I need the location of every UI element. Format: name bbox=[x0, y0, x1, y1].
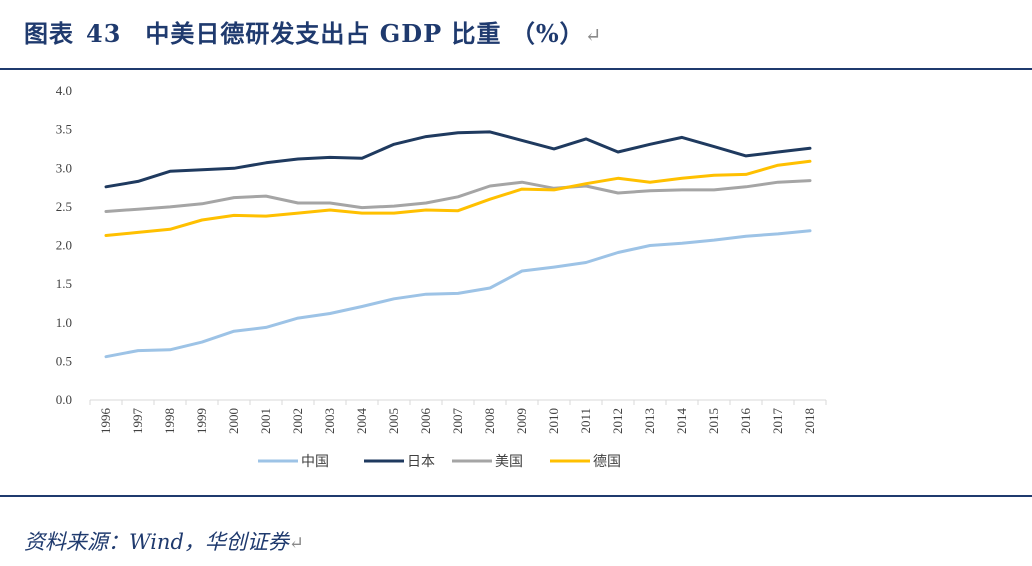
x-tick-label: 2018 bbox=[802, 408, 817, 434]
x-tick-label: 2003 bbox=[322, 408, 337, 434]
x-tick-label: 2015 bbox=[706, 408, 721, 434]
x-axis: 1996 1997 1998 1999 2000 2001 2002 2003 2004 2005… bbox=[89, 399, 827, 435]
y-axis: 0.0 0.5 1.0 1.5 2.0 2.5 3.0 3.5 4.0 bbox=[56, 83, 72, 407]
legend-label: 美国 bbox=[495, 454, 523, 470]
series-line-德国 bbox=[104, 159, 812, 237]
legend-label: 中国 bbox=[301, 454, 329, 470]
x-tick-label: 1997 bbox=[130, 408, 145, 435]
x-tick-label: 2006 bbox=[418, 408, 433, 435]
x-tick-label: 2007 bbox=[450, 408, 465, 435]
x-tick-label: 2017 bbox=[770, 408, 785, 435]
x-tick-label: 2016 bbox=[738, 408, 753, 435]
y-tick-label: 4.0 bbox=[56, 83, 72, 98]
y-tick-label: 1.0 bbox=[56, 315, 72, 330]
series-layer bbox=[104, 130, 812, 359]
y-tick-label: 2.5 bbox=[56, 199, 72, 214]
figure-label: 图表 bbox=[24, 19, 74, 48]
x-tick-label: 2012 bbox=[610, 408, 625, 434]
figure-number: 43 bbox=[86, 19, 122, 48]
x-tick-label: 2002 bbox=[290, 408, 305, 434]
x-tick-label: 1999 bbox=[194, 408, 209, 434]
legend: 中国 日本 美国 德国 bbox=[258, 454, 621, 470]
y-tick-label: 0.5 bbox=[56, 353, 72, 368]
y-tick-label: 3.5 bbox=[56, 122, 72, 137]
x-tick-label: 2008 bbox=[482, 408, 497, 434]
x-tick-label: 2000 bbox=[226, 408, 241, 434]
figure-title: 图表 43 中美日德研发支出占 GDP 比重 （%）↵ bbox=[24, 14, 602, 49]
y-tick-label: 0.0 bbox=[56, 392, 72, 407]
source-note: 资料来源：Wind，华创证券↵ bbox=[24, 526, 304, 556]
x-tick-label: 2001 bbox=[258, 408, 273, 434]
y-tick-label: 1.5 bbox=[56, 276, 72, 291]
line-chart: 0.0 0.5 1.0 1.5 2.0 2.5 3.0 3.5 4.0 1996 1997 1998… bbox=[56, 83, 827, 470]
x-tick-label: 2014 bbox=[674, 408, 689, 435]
series-line-日本 bbox=[104, 130, 812, 189]
top-divider bbox=[0, 68, 1032, 70]
x-tick-label: 1996 bbox=[98, 408, 113, 435]
series-line-美国 bbox=[104, 179, 812, 213]
source-text: 资料来源：Wind，华创证券 bbox=[24, 530, 289, 554]
x-tick-label: 2004 bbox=[354, 408, 369, 435]
x-tick-label: 2013 bbox=[642, 408, 657, 434]
x-tick-label: 2005 bbox=[386, 408, 401, 434]
x-tick-label: 2010 bbox=[546, 408, 561, 434]
x-tick-label: 2009 bbox=[514, 408, 529, 434]
return-mark-icon: ↵ bbox=[584, 23, 603, 47]
bottom-divider bbox=[0, 495, 1032, 497]
figure-title-text: 中美日德研发支出占 GDP 比重 （%） bbox=[145, 19, 585, 48]
y-tick-label: 2.0 bbox=[56, 238, 72, 253]
return-mark-icon: ↵ bbox=[288, 533, 304, 554]
legend-label: 日本 bbox=[407, 454, 435, 470]
title-bar: 图表 43 中美日德研发支出占 GDP 比重 （%）↵ bbox=[0, 0, 1032, 66]
x-tick-label: 1998 bbox=[162, 408, 177, 434]
series-line-中国 bbox=[104, 229, 812, 359]
y-tick-label: 3.0 bbox=[56, 160, 72, 175]
x-tick-label: 2011 bbox=[578, 408, 593, 434]
legend-label: 德国 bbox=[593, 454, 621, 470]
